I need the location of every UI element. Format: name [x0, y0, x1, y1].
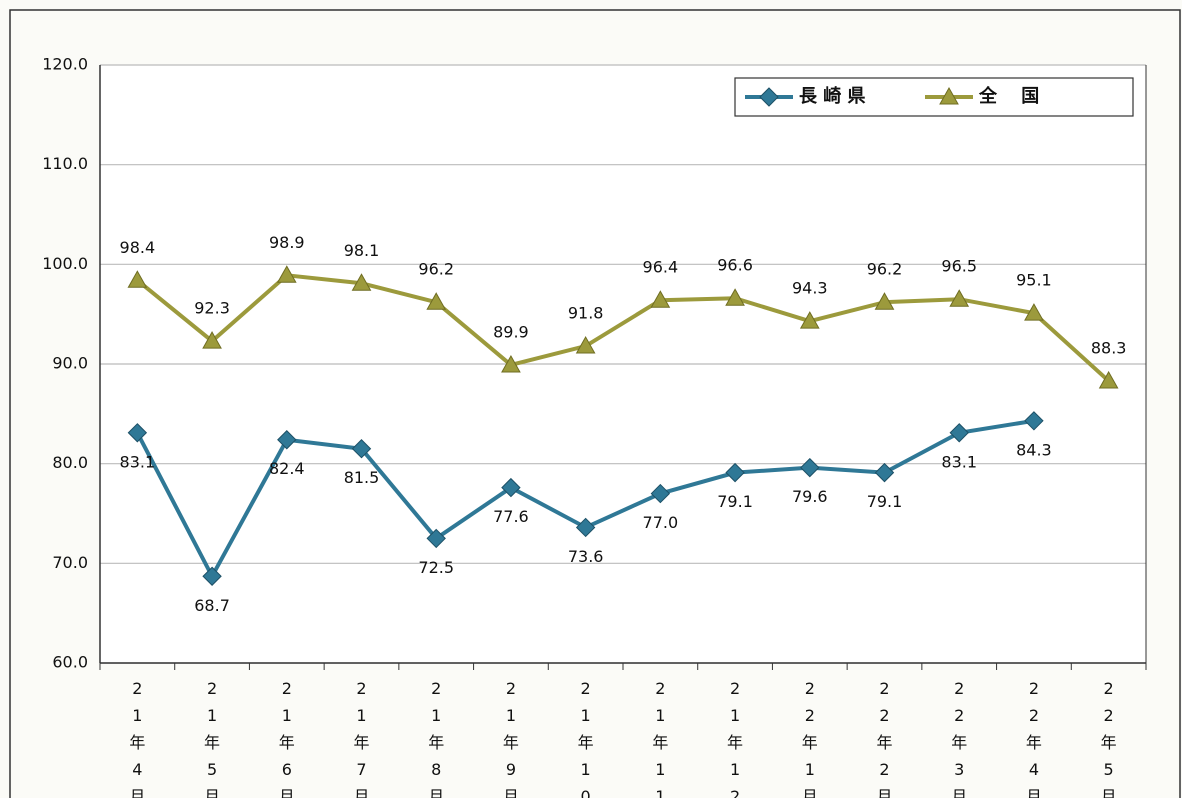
data-label: 79.1 — [717, 492, 753, 511]
data-label: 79.6 — [792, 487, 828, 506]
marker — [501, 477, 521, 498]
marker — [351, 273, 372, 291]
data-label: 79.1 — [867, 492, 903, 511]
data-label: 95.1 — [1016, 271, 1052, 290]
data-label: 77.6 — [493, 507, 529, 526]
x-tick-label: 21年12月 — [727, 679, 744, 798]
marker — [725, 462, 745, 483]
marker — [501, 354, 521, 373]
marker — [725, 288, 745, 306]
marker — [799, 311, 820, 329]
marker — [949, 423, 969, 443]
data-label: 98.4 — [120, 238, 156, 257]
data-label: 89.9 — [493, 322, 529, 341]
marker — [277, 430, 297, 450]
data-label: 96.4 — [643, 258, 679, 277]
data-label: 84.3 — [1016, 440, 1052, 459]
y-tick-label: 120.0 — [42, 55, 88, 74]
data-label: 83.1 — [941, 452, 977, 471]
x-tick-label: 22年5月 — [1100, 679, 1117, 798]
x-tick-label: 21年7月 — [353, 679, 370, 798]
x-tick-label: 21年6月 — [278, 679, 295, 798]
data-label: 68.7 — [194, 596, 230, 615]
y-tick-label: 110.0 — [42, 154, 88, 173]
marker — [575, 517, 596, 538]
marker — [874, 462, 895, 483]
x-tick-label: 21年8月 — [428, 679, 445, 798]
marker — [874, 292, 895, 310]
data-label: 96.6 — [717, 256, 753, 275]
data-label: 98.9 — [269, 233, 305, 252]
marker — [575, 336, 596, 354]
x-tick-label: 22年3月 — [951, 679, 968, 798]
x-tick-label: 21年9月 — [502, 679, 519, 798]
data-label: 98.1 — [344, 241, 380, 260]
data-label: 96.2 — [867, 260, 903, 279]
data-label: 91.8 — [568, 304, 604, 323]
x-tick-label: 22年4月 — [1025, 679, 1042, 798]
x-tick-label: 22年2月 — [876, 679, 893, 798]
x-tick-label: 21年11月 — [652, 679, 669, 798]
marker — [1024, 411, 1044, 431]
marker — [202, 566, 222, 586]
data-label: 73.6 — [568, 547, 604, 566]
marker — [426, 292, 447, 310]
x-tick-label: 21年5月 — [204, 679, 221, 798]
frame — [9, 9, 1181, 798]
x-tick-label: 22年1月 — [801, 679, 818, 798]
marker — [276, 265, 297, 283]
legend-label: 全 国 — [978, 85, 1039, 107]
marker — [650, 483, 671, 504]
y-tick-label: 100.0 — [42, 254, 88, 273]
marker — [202, 331, 222, 349]
marker — [1098, 370, 1119, 389]
data-label: 77.0 — [643, 513, 679, 532]
marker — [426, 528, 446, 549]
x-tick-label: 21年10月 — [577, 679, 594, 798]
data-label: 96.2 — [418, 260, 454, 279]
marker — [800, 457, 820, 478]
x-tick-label: 21年4月 — [129, 679, 146, 798]
y-tick-label: 80.0 — [52, 453, 88, 472]
series-line — [136, 273, 1110, 383]
marker — [939, 86, 959, 105]
marker — [1024, 303, 1044, 321]
data-label: 88.3 — [1091, 338, 1127, 357]
data-label: 96.5 — [941, 257, 977, 276]
y-tick-label: 60.0 — [52, 653, 88, 672]
legend-label: 長 崎 県 — [799, 85, 866, 107]
data-label: 92.3 — [194, 299, 230, 318]
marker — [127, 423, 148, 443]
data-label: 94.3 — [792, 279, 828, 298]
y-tick-label: 90.0 — [52, 354, 88, 373]
data-label: 81.5 — [344, 468, 380, 487]
data-label: 83.1 — [120, 452, 156, 471]
marker — [650, 290, 671, 308]
marker — [949, 289, 970, 307]
marker — [127, 270, 148, 288]
y-tick-label: 70.0 — [52, 553, 88, 572]
marker — [351, 439, 372, 459]
data-label: 72.5 — [418, 558, 454, 577]
marker — [759, 87, 779, 107]
data-label: 82.4 — [269, 459, 305, 478]
